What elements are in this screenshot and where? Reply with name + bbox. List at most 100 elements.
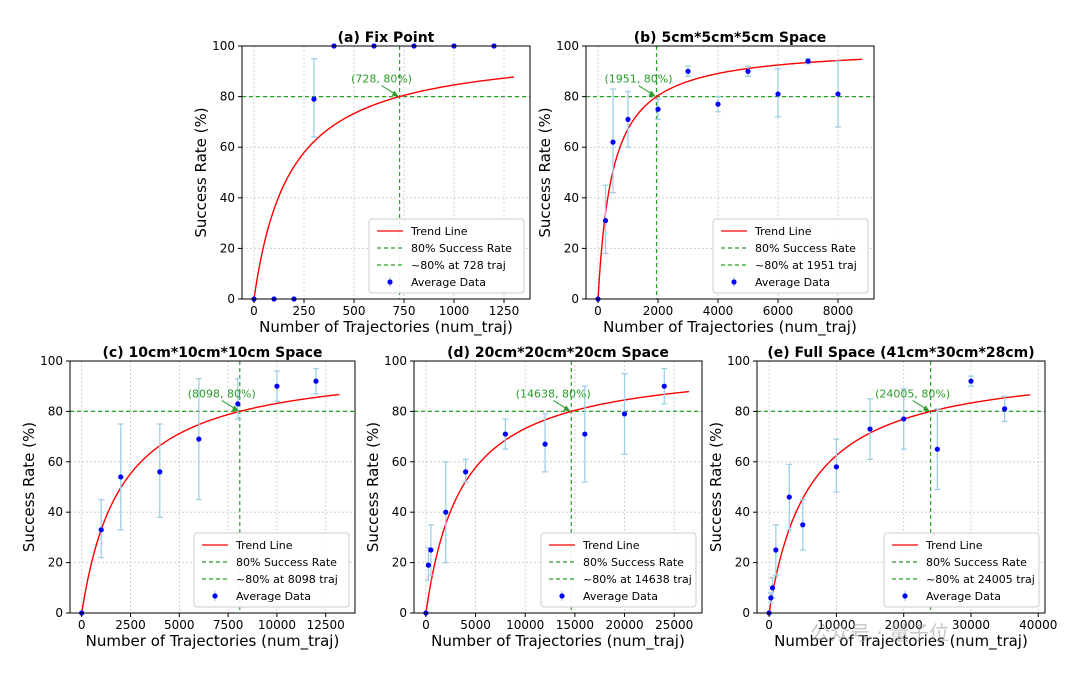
legend-label: Average Data: [583, 590, 658, 603]
y-tick-label: 20: [392, 556, 407, 570]
data-point: [196, 436, 202, 442]
data-point: [157, 469, 163, 475]
data-point: [1002, 406, 1008, 412]
legend-label: Average Data: [236, 590, 311, 603]
axes-frame: [69, 360, 356, 614]
chart-panel: (1951, 80%) 0 2000 4000 6000 8000 0 20 40 60 80 100…: [536, 30, 875, 337]
x-tick-label: 8000: [823, 304, 854, 318]
legend-label: Trend Line: [582, 539, 640, 552]
trend-line: [768, 394, 1031, 614]
y-axis-label: Success Rate (%): [192, 107, 210, 237]
x-tick-label: 750: [393, 304, 416, 318]
y-axis-label: Success Rate (%): [707, 422, 725, 552]
x-tick-label: 250: [293, 304, 316, 318]
x-axis-label: Number of Trajectories (num_traj): [259, 318, 513, 337]
annotation-arrowhead: [563, 405, 571, 412]
x-tick-label: 5000: [164, 618, 195, 632]
y-tick-label: 60: [48, 455, 63, 469]
y-tick-label: 20: [564, 241, 579, 255]
y-tick-label: 100: [384, 354, 407, 368]
x-tick-label: 500: [343, 304, 366, 318]
x-tick-label: 1000: [439, 304, 470, 318]
data-point: [625, 116, 631, 122]
annotation-arrowhead: [391, 90, 399, 97]
data-point: [805, 58, 811, 64]
chart-panel: (14638, 80%) 0 5000 10000 15000 20000 25000 0 20…: [364, 345, 703, 651]
legend-label: Trend Line: [410, 225, 468, 238]
x-tick-label: 30000: [952, 618, 990, 632]
data-point: [235, 401, 241, 407]
data-point: [786, 494, 792, 500]
legend: Trend Line 80% Success Rate ~80% at 24005 …: [883, 532, 1040, 608]
legend-frame: [712, 218, 869, 294]
legend-label: Trend Line: [754, 225, 812, 238]
y-tick-label: 80: [564, 90, 579, 104]
x-tick-label: 0: [422, 618, 430, 632]
legend: Trend Line 80% Success Rate ~80% at 14638 …: [540, 532, 697, 608]
legend-frame: [540, 532, 697, 608]
x-tick-label: 40000: [1019, 618, 1057, 632]
y-tick-label: 40: [220, 191, 235, 205]
data-point: [835, 91, 841, 97]
data-point: [463, 469, 469, 475]
legend-label: Average Data: [411, 276, 486, 289]
annotation-arrowhead: [231, 405, 239, 412]
data-point: [775, 91, 781, 97]
data-point: [685, 68, 691, 74]
x-tick-label: 0: [594, 304, 602, 318]
annotation-text: (1951, 80%): [605, 73, 673, 86]
data-point: [745, 68, 751, 74]
legend-frame: [193, 532, 350, 608]
annotation-text: (8098, 80%): [188, 387, 256, 400]
data-point: [443, 509, 449, 515]
y-tick-label: 0: [399, 606, 407, 620]
legend-swatch-dot: [902, 593, 908, 599]
data-point: [602, 217, 609, 224]
y-tick-label: 80: [392, 404, 407, 418]
legend-label: ~80% at 14638 traj: [583, 573, 692, 586]
watermark-text: 公众号 · 量子位: [810, 621, 949, 645]
chart-panel: (728, 80%) 0 250 500 750 1000 1250 0 20 40 60 80 100…: [192, 30, 531, 337]
y-tick-label: 20: [735, 556, 750, 570]
data-point: [274, 383, 280, 389]
data-point: [502, 431, 508, 437]
y-tick-label: 40: [564, 191, 579, 205]
chart-title: (d) 20cm*20cm*20cm Space: [447, 345, 669, 361]
data-point: [934, 446, 940, 452]
legend-frame: [883, 532, 1040, 608]
x-axis-label: Number of Trajectories (num_traj): [774, 632, 1028, 651]
y-tick-label: 0: [571, 292, 579, 306]
data-point: [118, 474, 124, 480]
legend-swatch-dot: [731, 279, 737, 285]
y-tick-label: 60: [220, 140, 235, 154]
annotation-text: (24005, 80%): [875, 387, 950, 400]
legend-swatch-dot: [212, 593, 218, 599]
data-point: [582, 431, 588, 437]
legend-swatch-dot: [387, 279, 393, 285]
x-tick-label: 2500: [115, 618, 146, 632]
y-tick-label: 80: [735, 404, 750, 418]
legend-label: 80% Success Rate: [755, 242, 856, 255]
legend-label: 80% Success Rate: [926, 556, 1027, 569]
x-tick-label: 6000: [763, 304, 794, 318]
x-tick-label: 10000: [506, 618, 544, 632]
x-tick-label: 20000: [605, 618, 643, 632]
y-axis-label: Success Rate (%): [364, 422, 382, 552]
x-tick-label: 2000: [643, 304, 674, 318]
x-tick-label: 0: [78, 618, 86, 632]
x-tick-label: 20000: [885, 618, 923, 632]
legend-label: 80% Success Rate: [583, 556, 684, 569]
trend-line: [425, 390, 690, 614]
x-tick-label: 0: [250, 304, 258, 318]
legend-label: ~80% at 728 traj: [411, 259, 506, 272]
data-point: [610, 139, 616, 145]
y-tick-label: 0: [227, 292, 235, 306]
data-point: [425, 562, 431, 568]
y-tick-label: 60: [735, 455, 750, 469]
y-tick-label: 40: [392, 505, 407, 519]
data-point: [968, 378, 974, 384]
legend: Trend Line 80% Success Rate ~80% at 728 tr…: [368, 218, 525, 294]
y-tick-label: 100: [556, 39, 579, 53]
chart-title: (b) 5cm*5cm*5cm Space: [634, 30, 826, 46]
annotation-arrowhead: [922, 405, 930, 412]
